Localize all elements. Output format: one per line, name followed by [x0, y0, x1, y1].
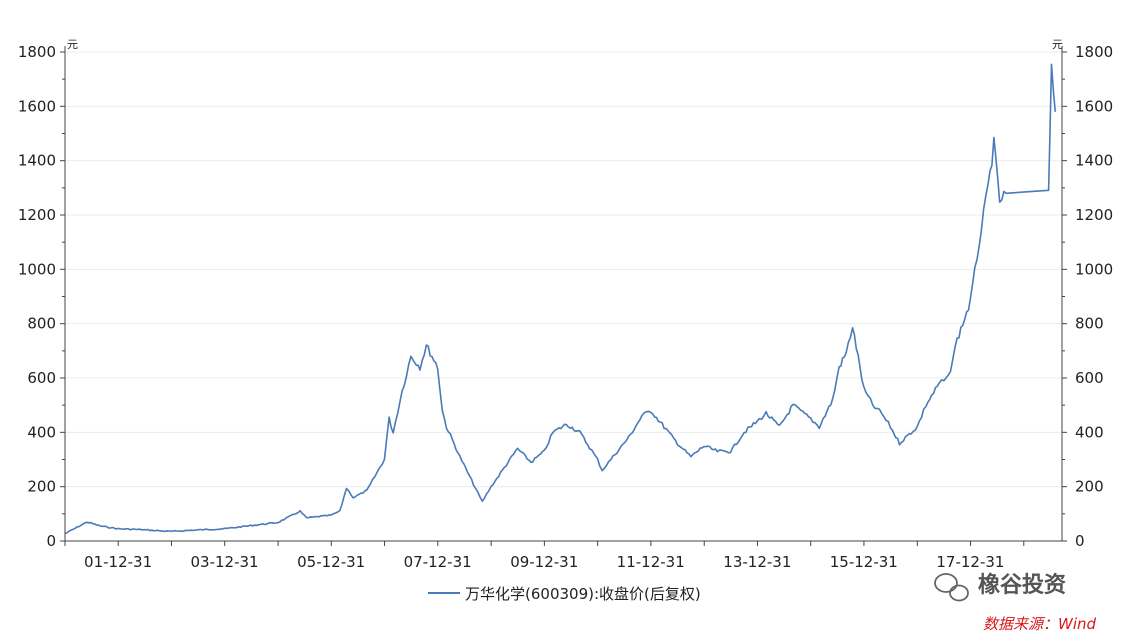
y-tick-label-left: 800: [27, 315, 56, 333]
x-tick-label: 07-12-31: [404, 553, 472, 571]
y-tick-label-left: 1800: [18, 43, 56, 61]
watermark: 橡谷投资: [934, 572, 1066, 602]
watermark-text: 橡谷投资: [978, 572, 1066, 598]
y-tick-label-left: 1400: [18, 152, 56, 170]
y-tick-label-left: 1600: [18, 97, 56, 115]
price-line: [65, 63, 1057, 535]
x-tick-label: 15-12-31: [830, 553, 898, 571]
left-unit-label: 元: [67, 38, 78, 51]
y-tick-label-right: 0: [1075, 532, 1085, 550]
legend-label: 万华化学(600309):收盘价(后复权): [465, 585, 701, 603]
y-tick-label-left: 400: [27, 423, 56, 441]
y-tick-label-left: 1200: [18, 206, 56, 224]
tick-labels: 0 0 200 200 400 400 600 600 800 800 1000 1000 1200 12…: [18, 43, 1113, 571]
legend: 万华化学(600309):收盘价(后复权): [428, 585, 701, 603]
y-tick-label-right: 1800: [1075, 43, 1113, 61]
y-tick-label-right: 1400: [1075, 152, 1113, 170]
y-tick-label-right: 1600: [1075, 97, 1113, 115]
y-tick-label-right: 1200: [1075, 206, 1113, 224]
x-tick-label: 11-12-31: [617, 553, 685, 571]
y-tick-label-right: 800: [1075, 315, 1104, 333]
y-tick-label-right: 400: [1075, 423, 1104, 441]
x-tick-label: 05-12-31: [297, 553, 365, 571]
y-tick-label-right: 1000: [1075, 260, 1113, 278]
x-tick-label: 13-12-31: [723, 553, 791, 571]
y-tick-label-left: 200: [27, 478, 56, 496]
series-layer: [65, 63, 1057, 535]
y-tick-label-right: 600: [1075, 369, 1104, 387]
y-tick-label-left: 0: [46, 532, 56, 550]
axes: [60, 46, 1067, 546]
x-tick-label: 17-12-31: [936, 553, 1004, 571]
source-note: 数据来源：Wind: [983, 615, 1097, 633]
x-tick-label: 03-12-31: [191, 553, 259, 571]
y-tick-label-right: 200: [1075, 478, 1104, 496]
x-tick-label: 09-12-31: [510, 553, 578, 571]
x-tick-label: 01-12-31: [84, 553, 152, 571]
wechat-icon: [934, 573, 969, 602]
y-tick-label-left: 600: [27, 369, 56, 387]
right-unit-label: 元: [1052, 38, 1063, 51]
y-tick-label-left: 1000: [18, 260, 56, 278]
gridlines: [65, 51, 1062, 488]
